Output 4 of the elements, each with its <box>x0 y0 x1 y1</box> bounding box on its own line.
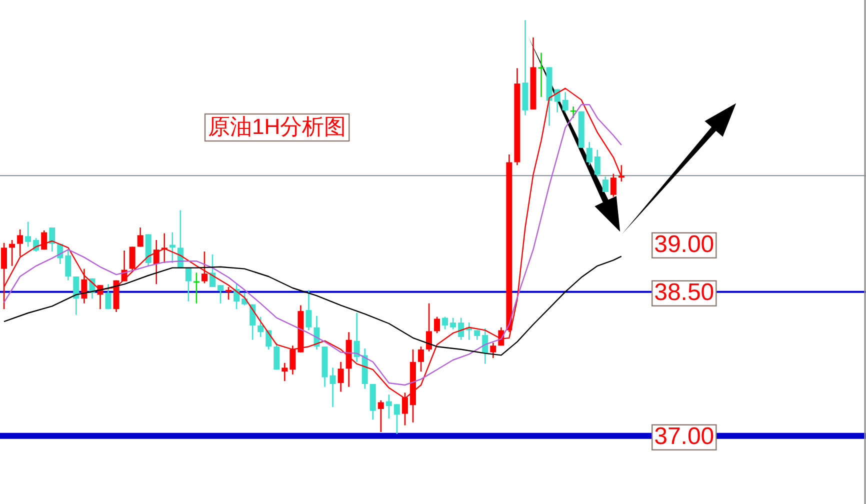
ytick: 38.50 <box>654 278 714 306</box>
ytick: 39.00 <box>654 230 714 258</box>
ytick: 37.00 <box>654 422 714 450</box>
text: 原油1H分析图 <box>208 114 346 139</box>
